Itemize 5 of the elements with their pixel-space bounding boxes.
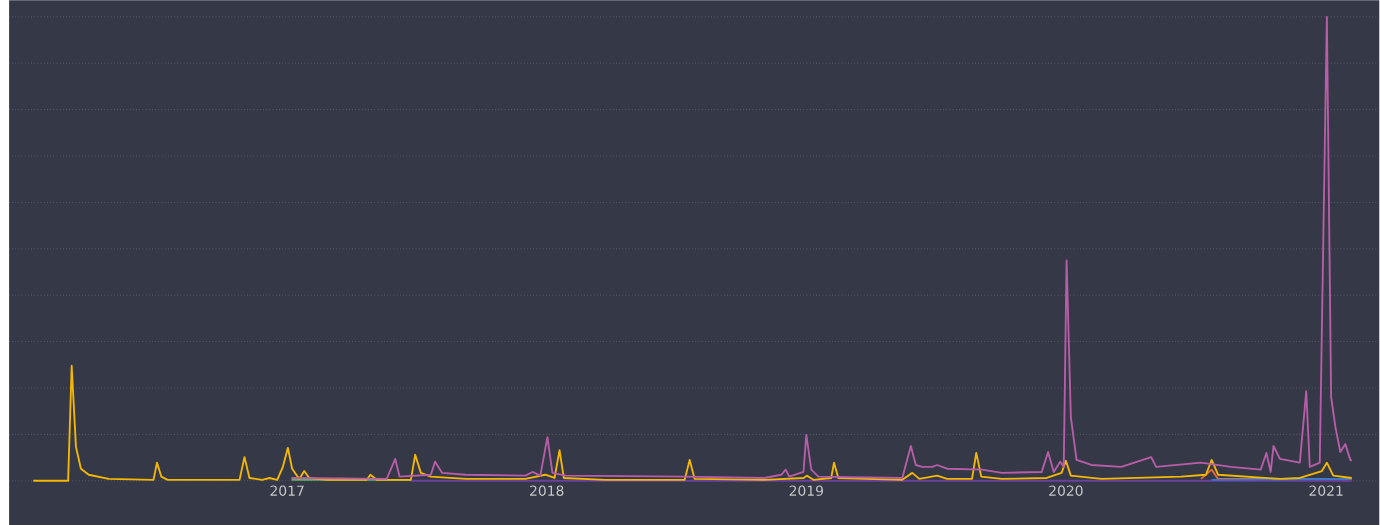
x-tick-label: 2020	[1049, 485, 1083, 496]
x-tick-label: 2021	[1309, 485, 1343, 496]
x-tick-label: 2019	[789, 485, 823, 496]
x-tick-label: 2018	[530, 485, 564, 496]
x-tick-label: 2017	[270, 485, 304, 496]
